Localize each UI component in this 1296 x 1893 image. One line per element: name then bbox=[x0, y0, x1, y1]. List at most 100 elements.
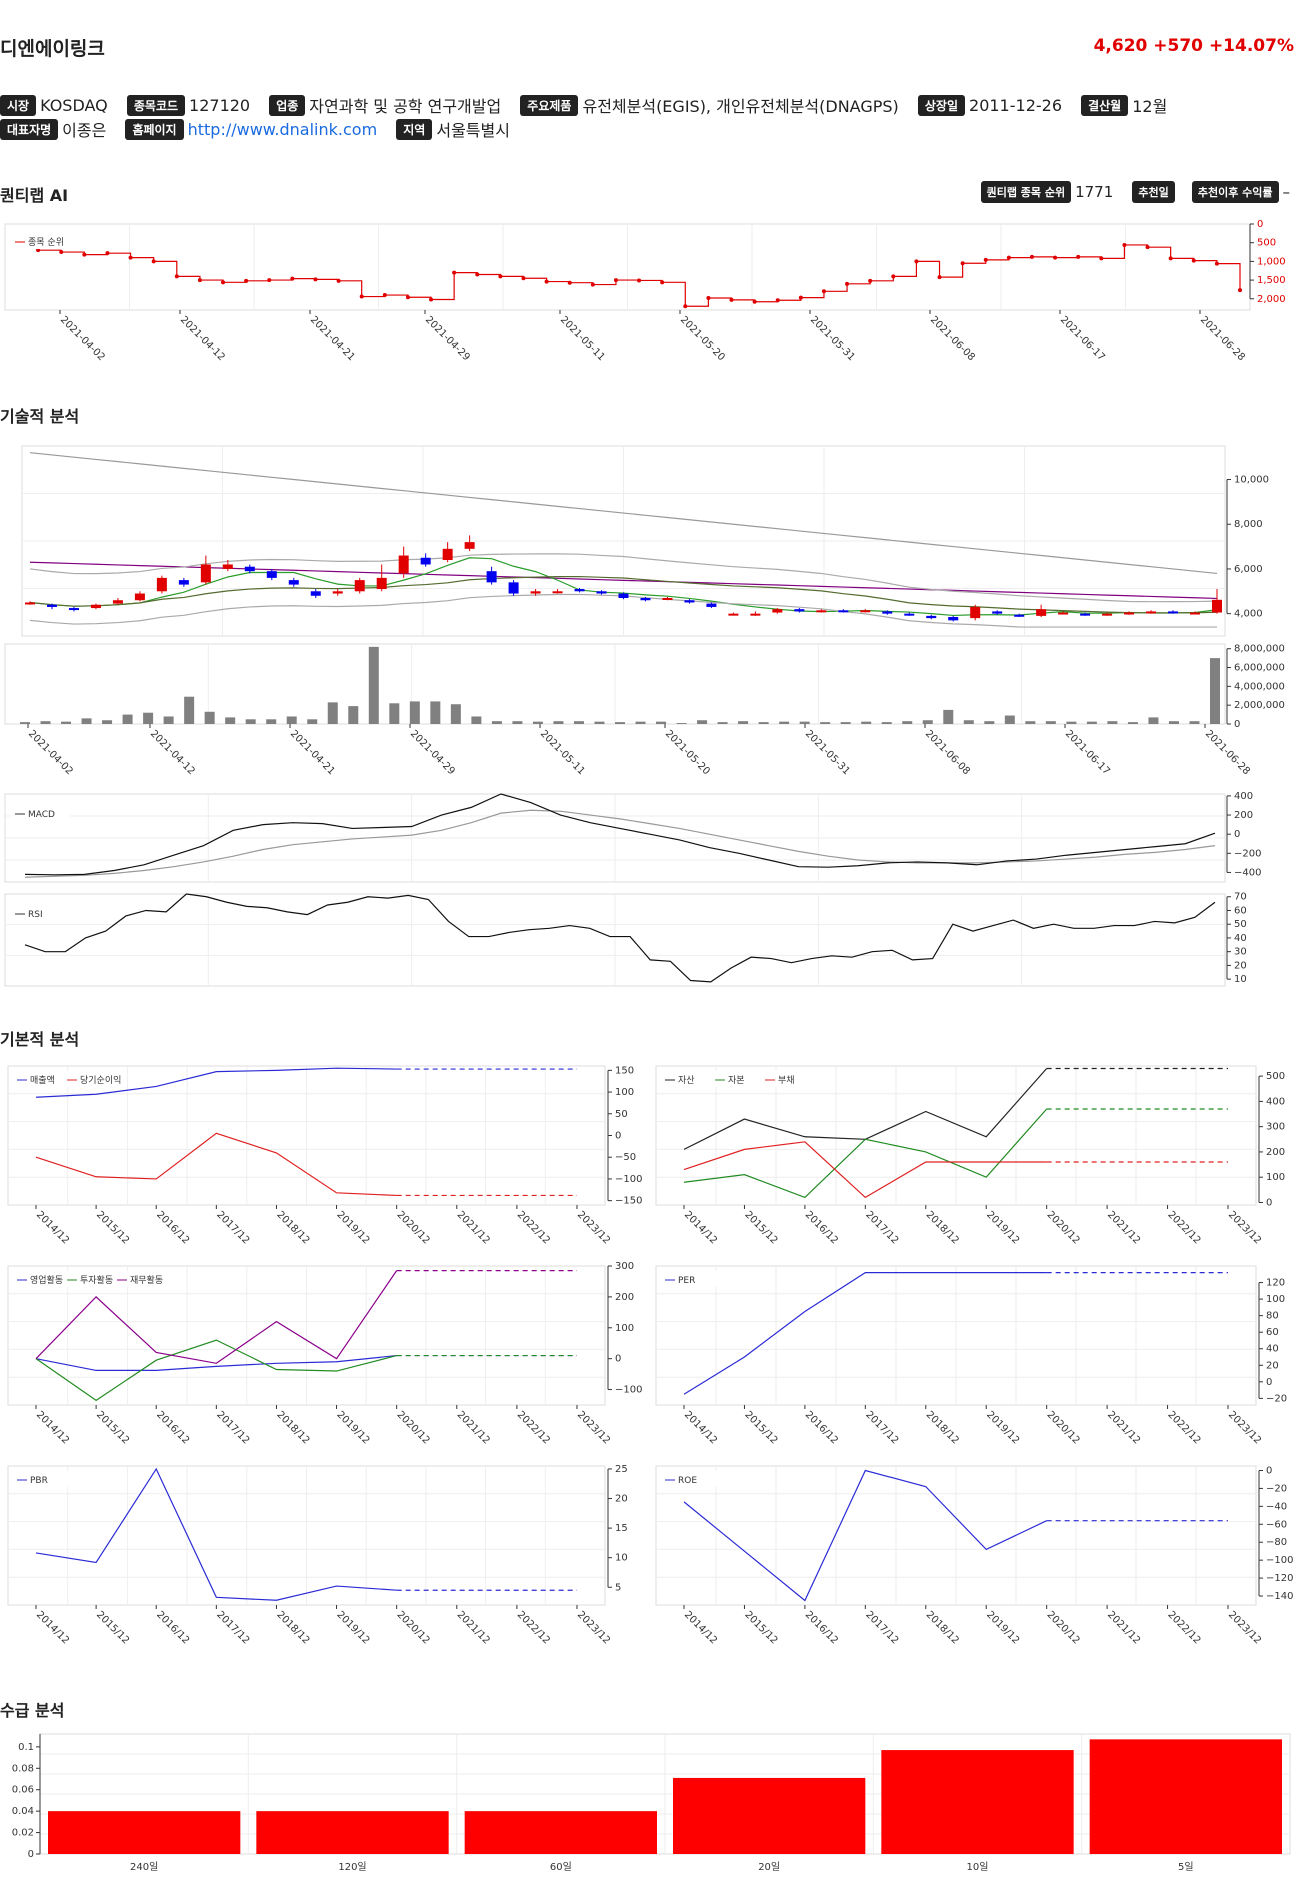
candle-body bbox=[926, 615, 937, 619]
legend-label: RSI bbox=[28, 910, 43, 920]
legend-label: 자산 bbox=[678, 1075, 695, 1086]
candle-body bbox=[354, 580, 365, 592]
rank-point bbox=[313, 277, 318, 282]
candle-body bbox=[200, 564, 211, 583]
series-line-2 bbox=[35, 1270, 398, 1364]
candle-body bbox=[948, 617, 959, 621]
rank-point bbox=[290, 276, 295, 281]
rank-point bbox=[1029, 254, 1034, 259]
x-tick-label: 2021/12 bbox=[455, 1609, 492, 1646]
y-tick-label: 20 bbox=[615, 1494, 628, 1505]
volume-bar bbox=[122, 714, 133, 724]
x-tick-label: 2018/12 bbox=[924, 1609, 961, 1646]
volume-bar bbox=[717, 722, 728, 724]
volume-bar bbox=[573, 721, 584, 724]
volume-bar bbox=[697, 720, 708, 724]
candle-body bbox=[882, 611, 893, 614]
y-tick-label: 60 bbox=[1234, 905, 1247, 916]
volume-bar bbox=[409, 701, 420, 724]
y-tick-label: 20 bbox=[1234, 960, 1247, 971]
volume-bar bbox=[779, 721, 790, 724]
rank-point bbox=[36, 248, 41, 253]
legend-label: MACD bbox=[28, 810, 55, 820]
x-tick-label: 2015/12 bbox=[742, 1609, 779, 1646]
candle-body bbox=[838, 610, 849, 613]
y-tick-label: 10 bbox=[1234, 974, 1247, 985]
x-tick-label: 2015/12 bbox=[742, 1209, 779, 1246]
volume-bar bbox=[881, 722, 892, 724]
y-tick-label: −40 bbox=[1266, 1501, 1287, 1512]
volume-bar bbox=[635, 721, 646, 724]
price-block: 4,620 +570 +14.07% bbox=[1094, 36, 1294, 56]
rank-point bbox=[1214, 261, 1219, 266]
x-tick-label: 2021/12 bbox=[455, 1409, 492, 1446]
volume-bar bbox=[512, 721, 523, 724]
rsi-chart: 10 20 30 40 50 60 70 RSI bbox=[4, 892, 1247, 987]
rank-point bbox=[429, 297, 434, 302]
homepage-link[interactable]: http://www.dnalink.com bbox=[187, 119, 378, 139]
series-line-0 bbox=[35, 1354, 397, 1372]
rank-point bbox=[59, 250, 64, 255]
volume-bar bbox=[1168, 721, 1179, 724]
legend-label: ROE bbox=[678, 1476, 697, 1486]
legend-box bbox=[10, 233, 70, 249]
y-tick-label: 20 bbox=[1266, 1360, 1279, 1371]
info-row-1: 시장 KOSDAQ 종목코드 127120 업종 자연과학 및 공학 연구개발업 주요… bbox=[0, 93, 1181, 117]
rank-point bbox=[868, 278, 873, 283]
volume-bar bbox=[389, 703, 400, 724]
candle-body bbox=[288, 580, 299, 585]
candle-body bbox=[970, 606, 981, 619]
candle-body bbox=[222, 564, 233, 569]
product-value: 유전체분석(EGIS), 개인유전체분석(DNAGPS) bbox=[582, 97, 899, 116]
supply-chart: 0 0.02 0.04 0.06 0.08 0.1 240일 120일 60일 20일 10일 5일 bbox=[12, 1733, 1291, 1873]
x-tick-label: 2016/12 bbox=[803, 1409, 840, 1446]
x-tick-label: 2021-04-12 bbox=[148, 728, 197, 777]
rank-point bbox=[567, 280, 572, 285]
volume-bar bbox=[204, 711, 215, 724]
y-tick-label: 400 bbox=[1266, 1096, 1285, 1107]
fiscal-badge: 결산월 bbox=[1081, 94, 1129, 116]
rank-point bbox=[613, 278, 618, 283]
current-price: 4,620 bbox=[1093, 36, 1148, 56]
x-tick-label: 2021/12 bbox=[1105, 1209, 1142, 1246]
x-tick-label: 2021-06-08 bbox=[928, 314, 977, 363]
candle-body bbox=[794, 609, 805, 612]
y-tick-label: −100 bbox=[615, 1174, 642, 1185]
rank-point bbox=[1122, 242, 1127, 247]
candle-body bbox=[1168, 611, 1179, 614]
y-tick-label: 0 bbox=[1266, 1465, 1272, 1476]
region-badge: 지역 bbox=[396, 118, 433, 140]
volume-bar bbox=[1066, 721, 1077, 724]
candle-body bbox=[552, 591, 563, 594]
volume-bar bbox=[656, 721, 667, 724]
y-tick-label: 150 bbox=[615, 1065, 634, 1076]
rank-point bbox=[498, 274, 503, 279]
listing-badge: 상장일 bbox=[917, 94, 966, 116]
code-value: 127120 bbox=[189, 95, 251, 115]
ceo-badge: 대표자명 bbox=[0, 118, 59, 140]
x-tick-label: 2015/12 bbox=[94, 1409, 131, 1446]
macd-line bbox=[24, 793, 1216, 876]
x-tick-label: 240일 bbox=[130, 1861, 158, 1873]
volume-bar bbox=[1210, 658, 1220, 724]
candle-body bbox=[266, 571, 277, 578]
rank-point bbox=[637, 278, 642, 283]
candle-body bbox=[1058, 612, 1069, 615]
volume-bar bbox=[963, 720, 974, 724]
candle-body bbox=[46, 604, 57, 607]
rank-point bbox=[221, 280, 226, 285]
x-tick-label: 2021-05-20 bbox=[663, 728, 712, 777]
price-change: +570 bbox=[1153, 36, 1204, 56]
volume-bar bbox=[40, 721, 51, 724]
series-line-1 bbox=[35, 1132, 397, 1197]
x-tick-label: 2021-04-02 bbox=[58, 314, 107, 363]
homepage-badge: 홈페이지 bbox=[125, 118, 184, 140]
volume-bar bbox=[81, 718, 92, 724]
y-tick-label: −20 bbox=[1266, 1483, 1287, 1494]
y-tick-label: 50 bbox=[615, 1109, 628, 1120]
y-tick-label: 0 bbox=[1257, 220, 1263, 230]
x-tick-label: 2021-04-21 bbox=[308, 314, 357, 363]
ai-summary: 퀀티랩 종목 순위 1771 추천일 추천이후 수익률 – bbox=[980, 181, 1290, 203]
volume-bar bbox=[184, 696, 195, 724]
volume-bar bbox=[102, 720, 113, 724]
